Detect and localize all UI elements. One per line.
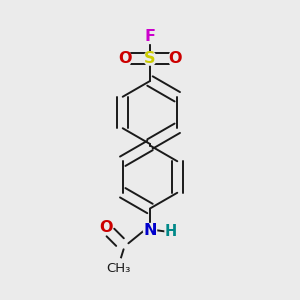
Circle shape [168, 52, 181, 65]
Text: N: N [143, 223, 157, 238]
Text: O: O [168, 51, 181, 66]
Text: F: F [145, 29, 155, 44]
Circle shape [119, 52, 132, 65]
Circle shape [143, 30, 157, 44]
Circle shape [99, 221, 112, 234]
Circle shape [143, 52, 157, 65]
Circle shape [165, 226, 176, 237]
Circle shape [143, 224, 157, 237]
Text: H: H [164, 224, 176, 239]
Text: S: S [144, 51, 156, 66]
Circle shape [109, 259, 128, 278]
Text: CH₃: CH₃ [106, 262, 130, 275]
Text: O: O [119, 51, 132, 66]
Text: O: O [99, 220, 112, 235]
